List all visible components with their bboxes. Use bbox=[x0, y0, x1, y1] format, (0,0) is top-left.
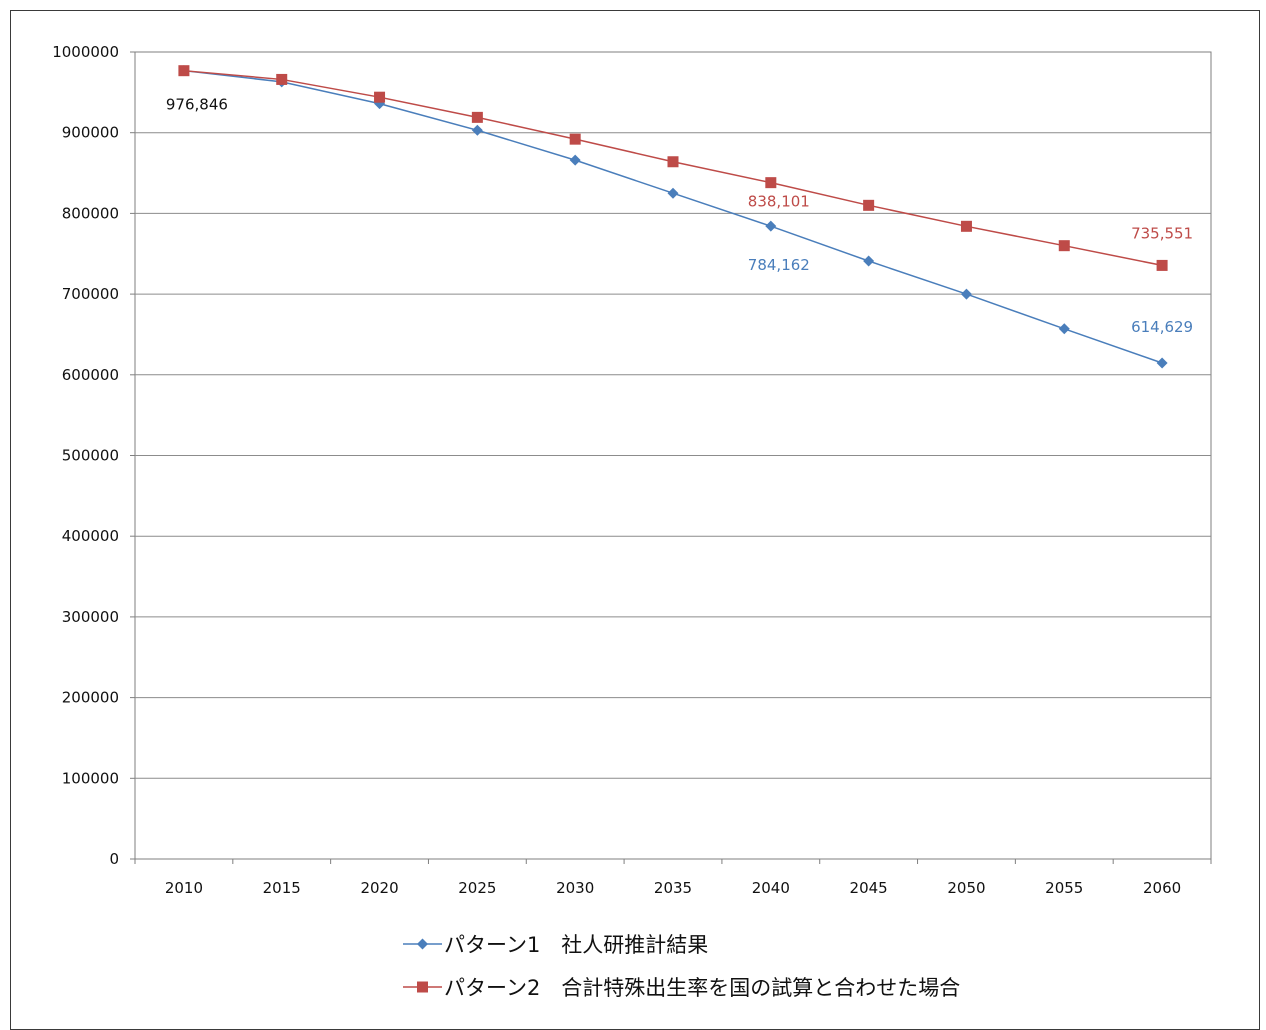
data-point bbox=[863, 199, 875, 211]
legend-entry-2: パターン2 合計特殊出生率を国の試算と合わせた場合 bbox=[403, 976, 960, 1000]
x-tick-label: 2035 bbox=[654, 879, 692, 897]
data-point bbox=[1058, 323, 1070, 335]
x-tick-label: 2040 bbox=[752, 879, 790, 897]
y-tick-label: 1000000 bbox=[52, 43, 119, 61]
data-point bbox=[960, 288, 972, 300]
y-tick-label: 400000 bbox=[62, 527, 119, 545]
series-layer bbox=[178, 65, 1168, 369]
data-point bbox=[765, 177, 777, 189]
y-tick-label: 100000 bbox=[62, 769, 119, 787]
x-tick-label: 2060 bbox=[1143, 879, 1181, 897]
x-tick-label: 2045 bbox=[850, 879, 888, 897]
x-tick-label: 2030 bbox=[556, 879, 594, 897]
data-label: 784,162 bbox=[748, 256, 810, 274]
data-point bbox=[863, 255, 875, 267]
data-point bbox=[471, 111, 483, 123]
x-axis: 2010 2015 2020 2025 2030 2035 2040 2045 2050 2055… bbox=[134, 859, 1212, 897]
x-tick-label: 2025 bbox=[458, 879, 496, 897]
y-axis: 0 100000 200000 300000 400000 500000 600000 700… bbox=[52, 43, 135, 868]
data-label: 976,846 bbox=[166, 96, 228, 114]
y-tick-label: 200000 bbox=[62, 689, 119, 707]
legend-entry-1: パターン1 社人研推計結果 bbox=[403, 933, 708, 957]
data-point bbox=[276, 73, 288, 85]
y-tick-label: 800000 bbox=[62, 204, 119, 222]
data-point bbox=[569, 133, 581, 145]
data-point bbox=[667, 156, 679, 168]
data-point bbox=[374, 91, 386, 103]
x-tick-label: 2010 bbox=[165, 879, 203, 897]
y-tick-label: 700000 bbox=[62, 285, 119, 303]
data-point bbox=[765, 220, 777, 232]
legend-label: パターン1 社人研推計結果 bbox=[444, 933, 708, 957]
data-point bbox=[569, 154, 581, 166]
y-tick-label: 300000 bbox=[62, 608, 119, 626]
data-point bbox=[178, 65, 190, 77]
y-tick-label: 500000 bbox=[62, 447, 119, 465]
y-tick-label: 600000 bbox=[62, 366, 119, 384]
series-2 bbox=[178, 65, 1168, 271]
data-point bbox=[1058, 240, 1070, 252]
gridlines bbox=[135, 132, 1211, 779]
y-tick-label: 0 bbox=[109, 850, 119, 868]
x-tick-label: 2055 bbox=[1045, 879, 1083, 897]
data-point bbox=[960, 220, 972, 232]
data-point bbox=[1156, 357, 1168, 369]
data-labels: 784,162 614,629 838,101 735,551 976,846 bbox=[166, 96, 1193, 336]
data-label: 735,551 bbox=[1131, 224, 1193, 242]
x-tick-label: 2020 bbox=[360, 879, 398, 897]
data-point bbox=[667, 187, 679, 199]
legend-swatch-marker bbox=[417, 981, 428, 993]
x-tick-label: 2015 bbox=[263, 879, 301, 897]
x-tick-label: 2050 bbox=[947, 879, 985, 897]
data-point bbox=[1156, 259, 1168, 271]
data-label: 614,629 bbox=[1131, 318, 1193, 336]
legend-label: パターン2 合計特殊出生率を国の試算と合わせた場合 bbox=[444, 976, 960, 1000]
data-label: 838,101 bbox=[748, 193, 810, 211]
data-point bbox=[471, 124, 483, 136]
legend-swatch-marker bbox=[417, 938, 428, 950]
y-tick-label: 900000 bbox=[62, 124, 119, 142]
